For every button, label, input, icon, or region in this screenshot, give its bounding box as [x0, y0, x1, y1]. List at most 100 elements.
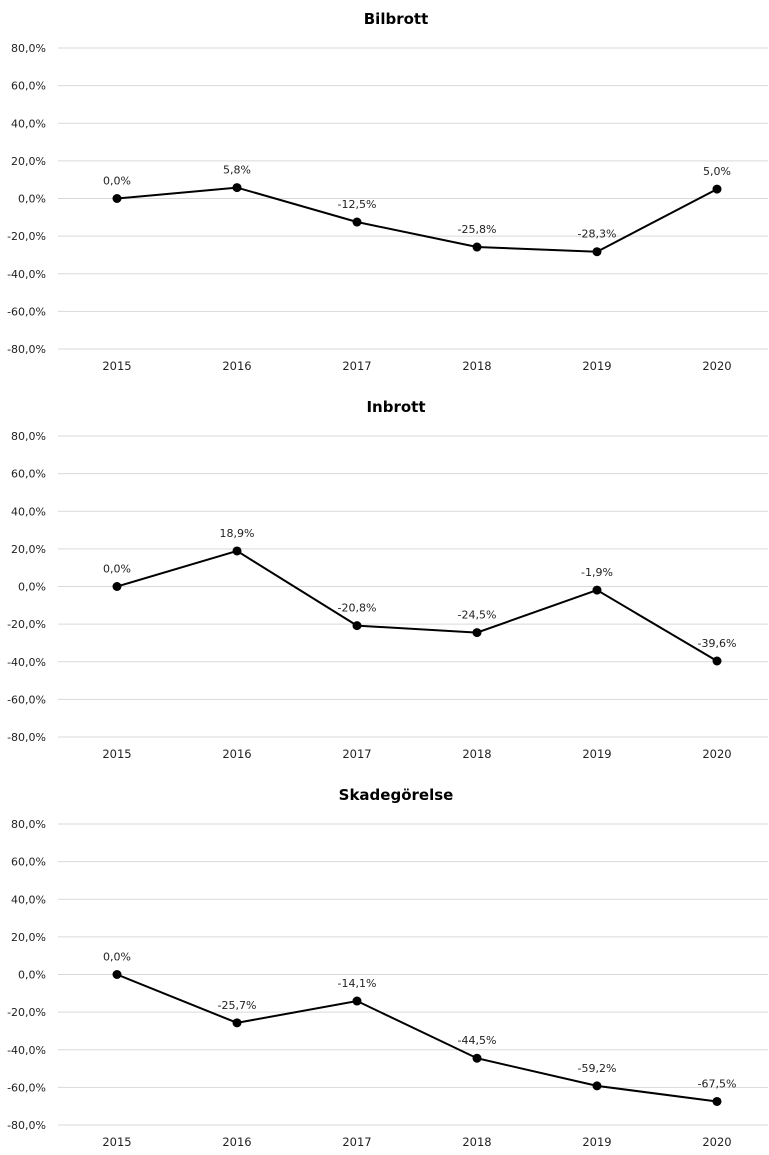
x-tick-label: 2016 [222, 747, 251, 761]
data-point [112, 970, 122, 979]
x-tick-label: 2019 [582, 1135, 611, 1149]
x-axis-ticks: 2015 2016 2017 2018 2019 2020 [102, 1135, 731, 1149]
y-tick-label: -60,0% [7, 305, 46, 318]
data-point [232, 183, 242, 193]
y-tick-label: 80,0% [11, 818, 46, 831]
data-label: 18,9% [220, 527, 255, 540]
y-tick-label: 80,0% [11, 42, 46, 55]
chart-title: Skadegörelse [339, 786, 454, 804]
data-label: -25,7% [218, 999, 257, 1012]
y-tick-label: -20,0% [7, 230, 46, 243]
data-label: -44,5% [458, 1034, 497, 1047]
data-label: -20,8% [338, 602, 377, 615]
series [112, 546, 722, 666]
y-tick-label: 60,0% [11, 856, 46, 869]
data-point [352, 217, 362, 227]
x-tick-label: 2015 [102, 1135, 131, 1149]
y-tick-label: 40,0% [11, 893, 46, 906]
x-tick-label: 2017 [342, 1135, 371, 1149]
chart-skadegorelse: Skadegörelse 80,0% 60,0% 40,0% 20,0% 0,0% -20… [7, 786, 768, 1149]
data-label: 0,0% [103, 563, 131, 576]
data-label: -28,3% [578, 228, 617, 241]
y-axis-ticks: 80,0% 60,0% 40,0% 20,0% 0,0% -20,0% -40,0% -60,… [7, 818, 46, 1132]
series [112, 183, 722, 257]
data-label: -24,5% [458, 609, 497, 622]
y-tick-label: -40,0% [7, 656, 46, 669]
y-tick-label: -40,0% [7, 268, 46, 281]
data-label: 0,0% [103, 175, 131, 188]
data-point [592, 1081, 602, 1091]
data-point [112, 582, 122, 591]
x-tick-label: 2017 [342, 359, 371, 373]
y-tick-label: 40,0% [11, 117, 46, 130]
x-tick-label: 2015 [102, 747, 131, 761]
x-tick-label: 2020 [702, 747, 731, 761]
y-tick-label: -20,0% [7, 1006, 46, 1019]
x-tick-label: 2020 [702, 359, 731, 373]
gridlines [58, 435, 768, 738]
y-tick-label: -80,0% [7, 343, 46, 356]
y-tick-label: -40,0% [7, 1044, 46, 1057]
data-label: 5,8% [223, 164, 251, 177]
data-label: 0,0% [103, 951, 131, 964]
data-point [232, 546, 242, 556]
y-tick-label: 0,0% [18, 969, 46, 982]
x-axis-ticks: 2015 2016 2017 2018 2019 2020 [102, 747, 731, 761]
y-tick-label: -80,0% [7, 1119, 46, 1132]
data-point [712, 1096, 722, 1106]
y-tick-label: 20,0% [11, 155, 46, 168]
data-label: -12,5% [338, 198, 377, 211]
y-tick-label: 60,0% [11, 80, 46, 93]
x-tick-label: 2019 [582, 747, 611, 761]
data-label: -1,9% [581, 566, 613, 579]
y-axis-ticks: 80,0% 60,0% 40,0% 20,0% 0,0% -20,0% -40,0% -60,… [7, 430, 46, 744]
x-tick-label: 2020 [702, 1135, 731, 1149]
data-point [352, 996, 362, 1006]
data-label: -25,8% [458, 223, 497, 236]
chart-title: Inbrott [366, 398, 425, 416]
y-tick-label: 60,0% [11, 468, 46, 481]
y-tick-label: 40,0% [11, 505, 46, 518]
series-line [116, 186, 718, 253]
x-tick-label: 2016 [222, 359, 251, 373]
y-tick-label: -80,0% [7, 731, 46, 744]
data-point [352, 621, 362, 631]
data-label: -59,2% [578, 1062, 617, 1075]
x-tick-label: 2018 [462, 1135, 491, 1149]
y-tick-label: -60,0% [7, 693, 46, 706]
data-labels: 0,0% 5,8% -12,5% -25,8% -28,3% 5,0% [103, 164, 731, 241]
series-line [116, 973, 718, 1103]
x-axis-ticks: 2015 2016 2017 2018 2019 2020 [102, 359, 731, 373]
chart-inbrott: Inbrott 80,0% 60,0% 40,0% 20,0% 0,0% -20,0% -4… [7, 398, 768, 761]
data-point [112, 194, 122, 203]
y-axis-ticks: 80,0% 60,0% 40,0% 20,0% 0,0% -20,0% -40,0% -60,… [7, 42, 46, 356]
data-label: -39,6% [698, 637, 737, 650]
data-point [592, 585, 602, 595]
x-tick-label: 2015 [102, 359, 131, 373]
data-labels: 0,0% -25,7% -14,1% -44,5% -59,2% -67,5% [103, 951, 736, 1091]
data-label: -14,1% [338, 977, 377, 990]
data-point [592, 247, 602, 257]
x-tick-label: 2016 [222, 1135, 251, 1149]
series-line [116, 549, 718, 662]
data-point [712, 656, 722, 666]
x-tick-label: 2018 [462, 359, 491, 373]
data-point [472, 242, 482, 252]
gridlines [58, 823, 768, 1126]
y-tick-label: 20,0% [11, 931, 46, 944]
y-tick-label: 20,0% [11, 543, 46, 556]
data-label: 5,0% [703, 165, 731, 178]
y-tick-label: -60,0% [7, 1081, 46, 1094]
data-label: -67,5% [698, 1077, 737, 1090]
data-point [472, 628, 482, 638]
data-point [712, 184, 722, 194]
x-tick-label: 2018 [462, 747, 491, 761]
chart-bilbrott: Bilbrott 80,0% 60,0% 40,0% 20,0% 0,0% -20,0% -… [7, 10, 768, 373]
y-tick-label: 0,0% [18, 193, 46, 206]
x-tick-label: 2019 [582, 359, 611, 373]
y-tick-label: 80,0% [11, 430, 46, 443]
data-point [232, 1018, 242, 1028]
series [112, 970, 722, 1106]
y-tick-label: -20,0% [7, 618, 46, 631]
